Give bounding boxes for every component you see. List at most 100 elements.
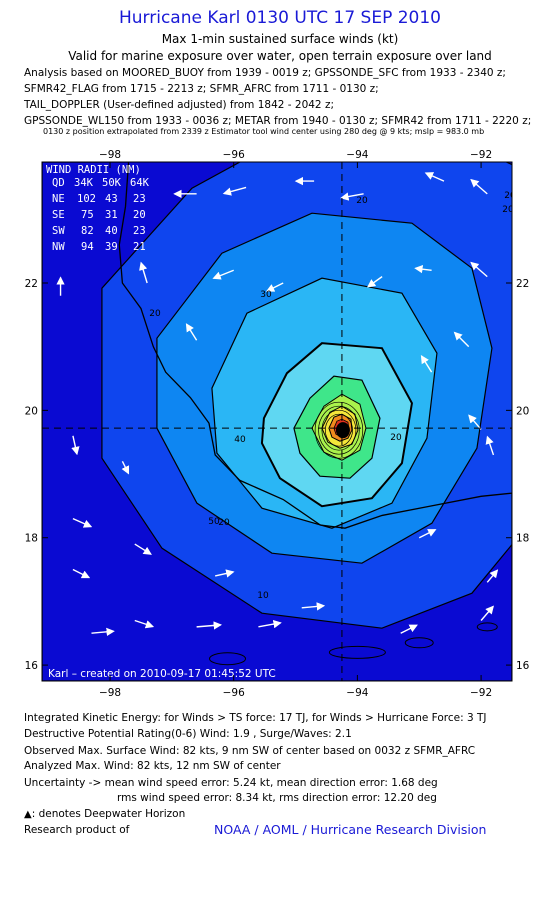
lat-tick-label-right: 20: [516, 405, 529, 417]
radii-row-nw-64k: 21: [133, 241, 146, 253]
wind-arrow: [418, 529, 437, 539]
radii-row-nw-34k: 94: [81, 241, 94, 253]
contour-label: 20: [502, 205, 514, 215]
lat-tick-label-right: 18: [516, 533, 529, 545]
contour-label: 20: [149, 309, 161, 319]
contour-label: 20: [504, 191, 516, 201]
axis-ticks: [42, 162, 512, 681]
wind-arrow: [134, 543, 152, 555]
wind-arrow: [424, 172, 445, 182]
radii-row-se-34k: 75: [81, 209, 94, 221]
analysis-line: GPSSONDE_WL150 from 1933 - 0036 z; METAR…: [24, 115, 532, 127]
radii-row-se-50k: 31: [105, 209, 118, 221]
ike-line: Integrated Kinetic Energy: for Winds > T…: [24, 712, 487, 724]
contour-label: 30: [260, 290, 272, 300]
wind-arrow: [121, 460, 130, 475]
yucatan-coastline: [511, 460, 512, 462]
lagoon-outline: [476, 622, 498, 632]
axis-tick-labels: −98 −98 −96 −96 −94 −94 −92 −92 22 22 20 20 18 18 16 16: [25, 149, 530, 699]
contour-label: 20: [218, 518, 230, 528]
wind-arrow: [301, 602, 326, 611]
lat-tick-label-left: 18: [25, 533, 38, 545]
wind-arrow: [196, 621, 223, 630]
wind-contour-ring: [314, 401, 364, 459]
radii-header-qd: QD: [52, 177, 65, 189]
radii-header-50k: 50K: [102, 177, 122, 189]
validity-note: Valid for marine exposure over water, op…: [68, 49, 492, 63]
lat-tick-label-right: 22: [516, 278, 529, 290]
radii-header-34k: 34K: [74, 177, 94, 189]
wind-arrow: [215, 569, 235, 578]
lat-tick-label-right: 16: [516, 660, 530, 672]
page-title: Hurricane Karl 0130 UTC 17 SEP 2010: [118, 8, 441, 28]
wind-contour-ring: [324, 413, 353, 447]
noaa-aoml-link[interactable]: NOAA / AOML / Hurricane Research Divisio…: [214, 822, 487, 837]
contour-label: 50: [208, 517, 220, 527]
position-note: 0130 z position extrapolated from 2339 z…: [43, 127, 485, 136]
contour-label: 20: [390, 433, 402, 443]
analyzed-max-wind: Analyzed Max. Wind: 82 kts, 12 nm SW of …: [24, 760, 281, 772]
wind-arrow: [212, 269, 234, 280]
wind-arrow: [265, 282, 284, 292]
wind-arrow: [470, 178, 488, 195]
lon-tick-label-top: −94: [346, 149, 368, 161]
observed-max-wind: Observed Max. Surface Wind: 82 kts, 9 nm…: [24, 745, 476, 757]
center-crosshair: [42, 162, 512, 681]
wind-arrow: [222, 186, 247, 196]
wind-arrow: [480, 605, 494, 621]
radii-row-sw-50k: 40: [105, 225, 118, 237]
deepwater-note: ▲: denotes Deepwater Horizon: [24, 808, 185, 820]
analysis-line: SFMR42_FLAG from 1715 - 2213 z; SFMR_AFR…: [24, 83, 379, 95]
lon-tick-label-bottom: −92: [470, 687, 492, 699]
radii-row-se-qd: SE: [52, 209, 65, 221]
wind-contour-ring: [318, 405, 360, 455]
radii-row-se-64k: 20: [133, 209, 146, 221]
island-outline: [547, 580, 551, 584]
radii-header-64k: 64K: [130, 177, 150, 189]
radii-row-ne-34k: 102: [77, 193, 96, 205]
wind-arrow: [71, 435, 80, 456]
wind-radii-title: WIND RADII (NM): [46, 164, 141, 176]
wind-arrow: [366, 276, 383, 288]
mexico-coastline: [42, 162, 512, 681]
wind-arrow: [134, 619, 155, 629]
lagoon-outline: [328, 645, 386, 659]
wind-arrow: [470, 261, 488, 278]
dpr-line: Destructive Potential Rating(0-6) Wind: …: [24, 728, 352, 740]
lagoon-outline: [209, 652, 247, 666]
lon-tick-label-bottom: −98: [99, 687, 121, 699]
wind-arrow: [400, 624, 418, 634]
lon-tick-label-top: −92: [470, 149, 492, 161]
deepwater-platform-icon: ▲: [24, 809, 32, 820]
island-outline: [528, 606, 532, 610]
lon-tick-label-bottom: −96: [223, 687, 245, 699]
island-outline: [522, 555, 526, 559]
radii-row-ne-50k: 43: [105, 193, 118, 205]
analysis-line: Analysis based on MOORED_BUOY from 1939 …: [24, 67, 506, 79]
subtitle: Max 1-min sustained surface winds (kt): [161, 32, 399, 46]
radii-row-ne-qd: NE: [52, 193, 65, 205]
wind-arrow: [72, 517, 93, 528]
wind-arrow: [420, 354, 433, 373]
wind-arrow: [340, 192, 364, 201]
wind-arrow: [91, 627, 115, 637]
uncertainty-line-1: Uncertainty -> mean wind speed error: 5.…: [24, 777, 438, 789]
wind-contours: [101, 162, 512, 629]
wind-arrow: [258, 619, 282, 629]
wind-contour-ring: [321, 409, 357, 451]
uncertainty-line-2: rms wind speed error: 8.34 kt, rms direc…: [117, 792, 437, 804]
lon-tick-label-top: −96: [223, 149, 245, 161]
analysis-line: TAIL_DOPPLER (User-defined adjusted) fro…: [24, 99, 334, 111]
wind-arrow: [414, 264, 432, 274]
map-frame: [41, 161, 513, 682]
deepwater-label: : denotes Deepwater Horizon: [31, 808, 186, 820]
contour-label: 20: [356, 196, 368, 206]
creation-credit: Karl – created on 2010-09-17 01:45:52 UT…: [48, 668, 276, 680]
radii-row-sw-64k: 23: [133, 225, 146, 237]
storm-center-marker: [335, 422, 350, 439]
wind-arrow: [485, 435, 495, 456]
radii-row-sw-34k: 82: [81, 225, 94, 237]
